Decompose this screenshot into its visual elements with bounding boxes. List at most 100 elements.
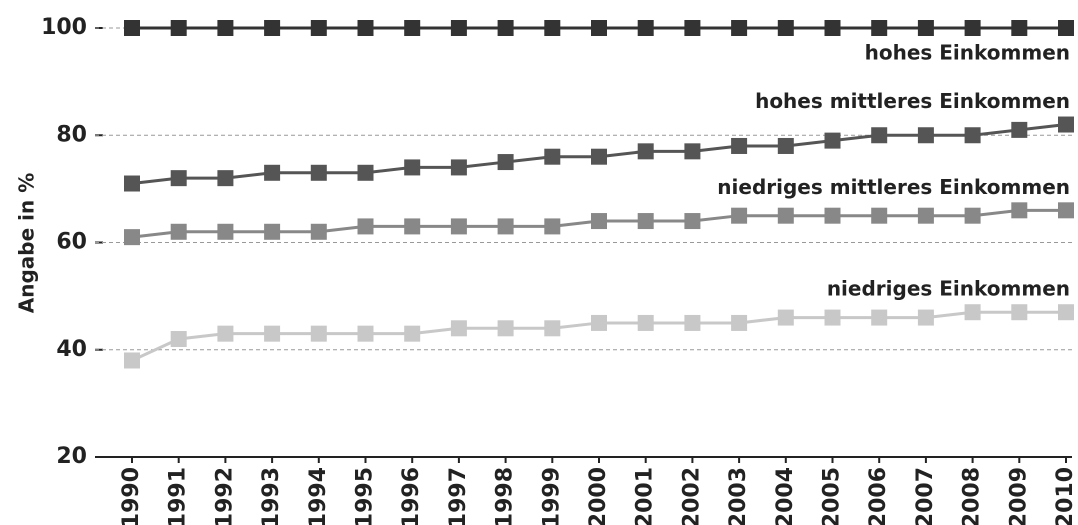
point bbox=[684, 314, 701, 331]
point bbox=[357, 164, 374, 181]
point bbox=[450, 218, 467, 235]
point bbox=[310, 20, 327, 36]
x-tick-label: 2002 bbox=[679, 467, 704, 525]
x-tick-label: 2003 bbox=[726, 467, 751, 525]
point bbox=[1011, 121, 1028, 138]
x-tick-label: 2009 bbox=[1006, 467, 1031, 525]
x-tick-label: 2004 bbox=[773, 467, 798, 525]
point bbox=[357, 20, 374, 36]
point bbox=[170, 331, 187, 348]
x-tick-label: 2007 bbox=[913, 467, 938, 525]
point bbox=[357, 218, 374, 235]
x-tick-label: 1992 bbox=[212, 467, 237, 525]
point bbox=[264, 223, 281, 240]
y-tick-label: 60 bbox=[56, 230, 87, 255]
point bbox=[731, 137, 748, 154]
point bbox=[871, 20, 888, 36]
point bbox=[824, 20, 841, 36]
point bbox=[1058, 202, 1074, 219]
point bbox=[637, 314, 654, 331]
series-label: niedriges Einkommen bbox=[827, 277, 1070, 301]
point bbox=[450, 20, 467, 36]
point bbox=[637, 20, 654, 36]
point bbox=[544, 320, 561, 337]
point bbox=[777, 207, 794, 224]
x-tick-label: 2010 bbox=[1053, 467, 1078, 525]
point bbox=[964, 304, 981, 321]
point bbox=[591, 20, 607, 36]
point bbox=[871, 309, 888, 326]
series-label: hohes Einkommen bbox=[865, 41, 1070, 65]
x-tick-label: 2000 bbox=[586, 467, 611, 525]
point bbox=[217, 223, 234, 240]
x-tick-label: 2005 bbox=[820, 467, 845, 525]
x-tick-label: 2006 bbox=[866, 467, 891, 525]
point bbox=[544, 148, 561, 165]
x-tick-label: 1991 bbox=[166, 467, 191, 525]
point bbox=[170, 20, 187, 36]
point bbox=[591, 148, 607, 165]
point bbox=[1011, 20, 1028, 36]
point bbox=[1058, 116, 1074, 133]
point bbox=[637, 213, 654, 230]
point bbox=[404, 325, 421, 342]
point bbox=[404, 159, 421, 176]
point bbox=[824, 309, 841, 326]
point bbox=[917, 207, 934, 224]
x-tick-label: 1993 bbox=[259, 467, 284, 525]
point bbox=[731, 314, 748, 331]
point bbox=[824, 132, 841, 149]
point bbox=[497, 154, 514, 171]
y-tick-label: 100 bbox=[41, 15, 87, 40]
x-tick-label: 1995 bbox=[353, 467, 378, 525]
point bbox=[170, 223, 187, 240]
point bbox=[1011, 202, 1028, 219]
series-label: niedriges mittleres Einkommen bbox=[717, 175, 1070, 199]
point bbox=[217, 20, 234, 36]
point bbox=[824, 207, 841, 224]
point bbox=[917, 20, 934, 36]
y-axis-label: Angabe in % bbox=[15, 173, 39, 313]
x-tick-label: 1998 bbox=[493, 467, 518, 525]
x-tick-label: 1994 bbox=[306, 467, 331, 525]
point bbox=[777, 20, 794, 36]
point bbox=[264, 20, 281, 36]
point bbox=[964, 20, 981, 36]
point bbox=[684, 213, 701, 230]
x-tick-label: 1996 bbox=[399, 467, 424, 525]
point bbox=[917, 127, 934, 144]
point bbox=[124, 175, 140, 192]
point bbox=[170, 170, 187, 187]
point bbox=[591, 213, 607, 230]
point bbox=[310, 164, 327, 181]
point bbox=[217, 325, 234, 342]
point bbox=[871, 127, 888, 144]
point bbox=[124, 352, 140, 369]
point bbox=[450, 159, 467, 176]
point bbox=[637, 143, 654, 160]
y-tick-label: 80 bbox=[56, 122, 87, 147]
point bbox=[497, 218, 514, 235]
point bbox=[357, 325, 374, 342]
point bbox=[684, 20, 701, 36]
point bbox=[917, 309, 934, 326]
point bbox=[450, 320, 467, 337]
point bbox=[684, 143, 701, 160]
series-label: hohes mittleres Einkommen bbox=[755, 89, 1070, 113]
point bbox=[404, 20, 421, 36]
point bbox=[124, 229, 140, 246]
point bbox=[1011, 304, 1028, 321]
point bbox=[404, 218, 421, 235]
x-tick-label: 1999 bbox=[539, 467, 564, 525]
point bbox=[1058, 304, 1074, 321]
point bbox=[310, 223, 327, 240]
point bbox=[264, 164, 281, 181]
y-tick-label: 40 bbox=[56, 337, 87, 362]
x-tick-label: 1997 bbox=[446, 467, 471, 525]
point bbox=[124, 20, 140, 36]
point bbox=[871, 207, 888, 224]
point bbox=[731, 20, 748, 36]
x-tick-label: 2001 bbox=[633, 467, 658, 525]
point bbox=[731, 207, 748, 224]
